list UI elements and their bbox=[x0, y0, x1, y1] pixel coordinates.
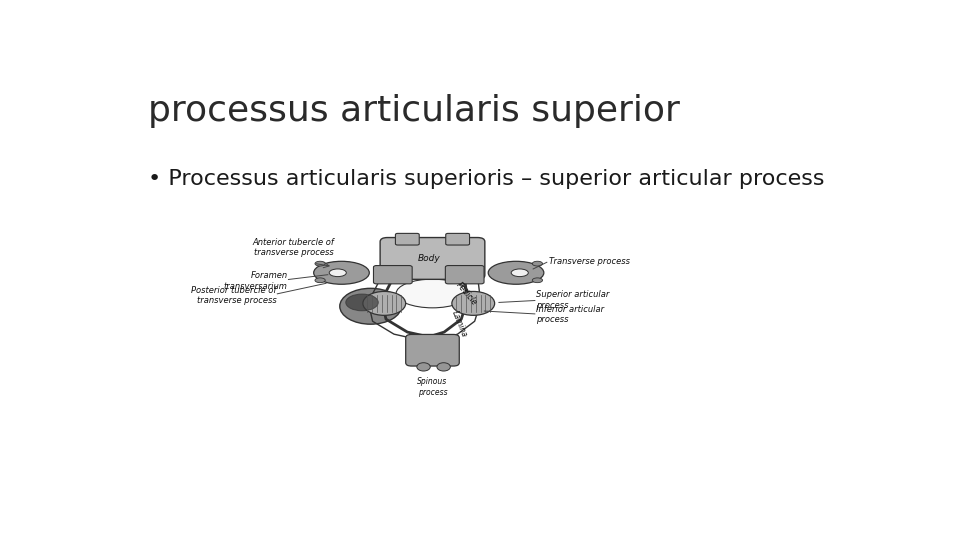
Text: processus articularis superior: processus articularis superior bbox=[148, 94, 680, 128]
Ellipse shape bbox=[489, 261, 543, 284]
Ellipse shape bbox=[532, 261, 542, 266]
Ellipse shape bbox=[363, 292, 406, 315]
Ellipse shape bbox=[396, 279, 468, 308]
FancyBboxPatch shape bbox=[396, 233, 420, 245]
FancyBboxPatch shape bbox=[445, 266, 484, 284]
Ellipse shape bbox=[329, 269, 347, 276]
Ellipse shape bbox=[340, 288, 401, 324]
Ellipse shape bbox=[511, 269, 528, 276]
Text: Body: Body bbox=[418, 254, 440, 263]
Ellipse shape bbox=[417, 363, 430, 371]
Text: Foramen
transversarium: Foramen transversarium bbox=[224, 271, 288, 291]
Text: Superior articular
process: Superior articular process bbox=[536, 291, 609, 310]
Text: Spinous
process: Spinous process bbox=[418, 377, 447, 397]
Ellipse shape bbox=[452, 292, 494, 315]
Text: Posterior tubercle of
transverse process: Posterior tubercle of transverse process bbox=[191, 286, 276, 305]
Ellipse shape bbox=[437, 363, 450, 371]
Text: Pedicle: Pedicle bbox=[454, 281, 479, 308]
Text: Transverse process: Transverse process bbox=[548, 257, 630, 266]
FancyBboxPatch shape bbox=[406, 334, 459, 366]
Ellipse shape bbox=[532, 278, 542, 282]
Text: Lamina: Lamina bbox=[450, 309, 468, 339]
FancyBboxPatch shape bbox=[445, 233, 469, 245]
FancyBboxPatch shape bbox=[373, 266, 412, 284]
Text: • Processus articularis superioris – superior articular process: • Processus articularis superioris – sup… bbox=[148, 168, 825, 189]
Ellipse shape bbox=[314, 261, 370, 284]
Ellipse shape bbox=[315, 278, 325, 282]
Ellipse shape bbox=[315, 261, 325, 266]
Ellipse shape bbox=[346, 294, 378, 311]
Text: Anterior tubercle of
transverse process: Anterior tubercle of transverse process bbox=[252, 238, 334, 257]
Text: Inferior articular
process: Inferior articular process bbox=[536, 305, 604, 324]
FancyBboxPatch shape bbox=[380, 238, 485, 279]
